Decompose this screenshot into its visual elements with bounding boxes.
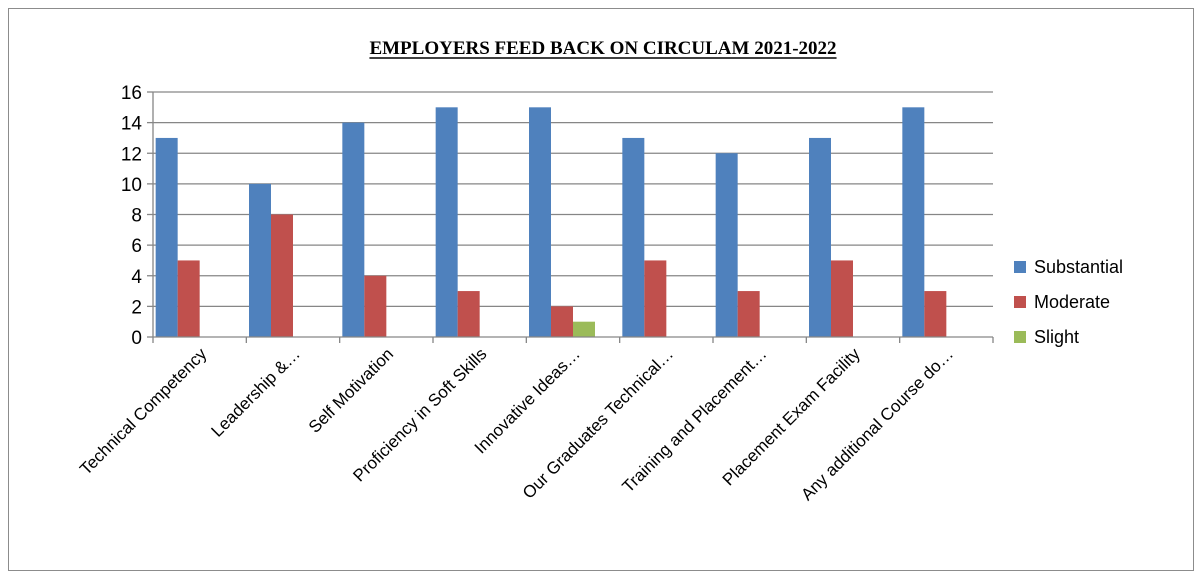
bar-moderate [831,260,853,337]
legend-label-moderate: Moderate [1034,292,1110,312]
bars [155,107,947,337]
chart-title: EMPLOYERS FEED BACK ON CIRCULAM 2021-202… [369,38,836,59]
bar-substantial [529,107,551,337]
x-category-label: Self Motivation [305,344,397,436]
bar-substantial [155,137,178,337]
y-tick-label: 16 [121,83,142,104]
y-tick-label: 14 [121,114,143,135]
bar-substantial [249,183,271,337]
bar-moderate [177,260,200,337]
bar-substantial [715,153,738,337]
y-tick-label: 4 [131,267,142,288]
x-category-label: Technical Competency [76,344,211,479]
y-tick-label: 8 [131,206,142,227]
bar-substantial [622,137,645,337]
bar-moderate [364,275,387,337]
x-category-label: Leadership &… [208,344,304,440]
chart-frame [8,8,1194,571]
axes [147,91,994,343]
bar-slight [573,321,595,337]
y-tick-label: 12 [121,144,142,165]
legend-swatch-substantial [1014,261,1026,273]
x-category-label: Our Graduates Technical… [519,344,677,502]
legend-swatch-moderate [1014,296,1026,308]
legend-label-substantial: Substantial [1034,257,1123,277]
bar-substantial [342,122,365,337]
y-tick-label: 0 [131,328,142,349]
legend-swatch-slight [1014,331,1026,343]
bar-substantial [809,137,831,337]
x-category-label: Any additional Course do… [797,344,957,504]
bar-moderate [737,291,760,337]
bar-moderate [924,291,947,337]
legend-label-slight: Slight [1034,327,1079,347]
bar-moderate [644,260,667,337]
bar-moderate [271,214,293,337]
y-tick-label: 10 [121,175,142,196]
y-tick-label: 6 [131,236,142,257]
y-axis-ticks: 0 2 4 6 8 10 12 14 16 [121,83,143,349]
y-tick-label: 2 [131,297,142,318]
bar-substantial [435,107,458,337]
legend: Substantial Moderate Slight [1014,257,1123,347]
bar-substantial [902,107,925,337]
bar-moderate [457,291,480,337]
bar-moderate [551,306,573,337]
